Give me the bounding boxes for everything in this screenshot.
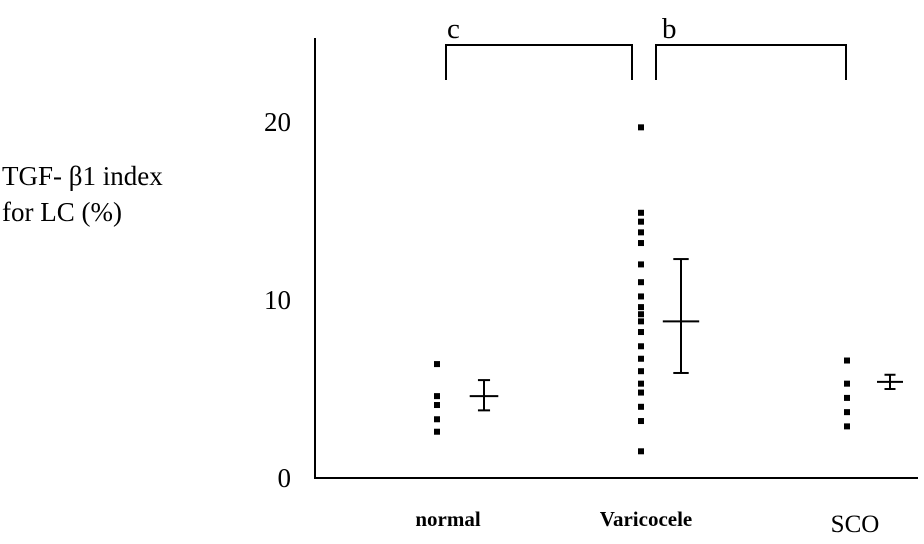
data-point [638, 368, 644, 375]
data-point [638, 261, 644, 268]
data-marks [434, 124, 903, 455]
x-category-label: Varicocele [600, 507, 693, 531]
y-tick-label: 0 [278, 463, 292, 493]
data-point [434, 428, 440, 435]
data-point [638, 380, 644, 387]
x-category-label: normal [415, 507, 480, 531]
data-point [638, 448, 644, 455]
data-point [638, 403, 644, 410]
significance-letter: c [447, 13, 460, 45]
data-point [434, 361, 440, 368]
data-point [638, 311, 644, 318]
data-point [638, 343, 644, 350]
y-tick-label: 20 [264, 107, 291, 137]
y-tick-label: 10 [264, 285, 291, 315]
data-point [434, 416, 440, 423]
significance-bracket [445, 44, 633, 80]
y-axis-label-line-2: for LC (%) [2, 197, 122, 227]
data-point [638, 304, 644, 311]
data-point [638, 218, 644, 225]
data-point [844, 423, 850, 430]
data-point [638, 293, 644, 300]
data-point [638, 355, 644, 362]
data-point [844, 357, 850, 364]
data-point [844, 394, 850, 401]
data-point [638, 240, 644, 247]
data-point [434, 402, 440, 409]
data-point [638, 389, 644, 396]
y-tick-labels: 0 10 20 [264, 107, 291, 493]
data-point [844, 409, 850, 416]
significance-letter: b [662, 13, 677, 45]
x-category-label: SCO [831, 511, 880, 538]
data-point [638, 124, 644, 131]
significance-bracket [655, 44, 847, 80]
data-point [638, 418, 644, 425]
data-point [434, 393, 440, 400]
y-axis-label-line-1: TGF- β1 index [2, 161, 163, 191]
data-point [844, 380, 850, 387]
data-point [638, 279, 644, 286]
data-point [638, 329, 644, 336]
x-category-labels: normal Varicocele SCO [415, 507, 879, 538]
data-point [638, 209, 644, 216]
data-point [638, 229, 644, 236]
y-axis-label: TGF- β1 index for LC (%) [2, 158, 163, 230]
data-point [638, 318, 644, 325]
